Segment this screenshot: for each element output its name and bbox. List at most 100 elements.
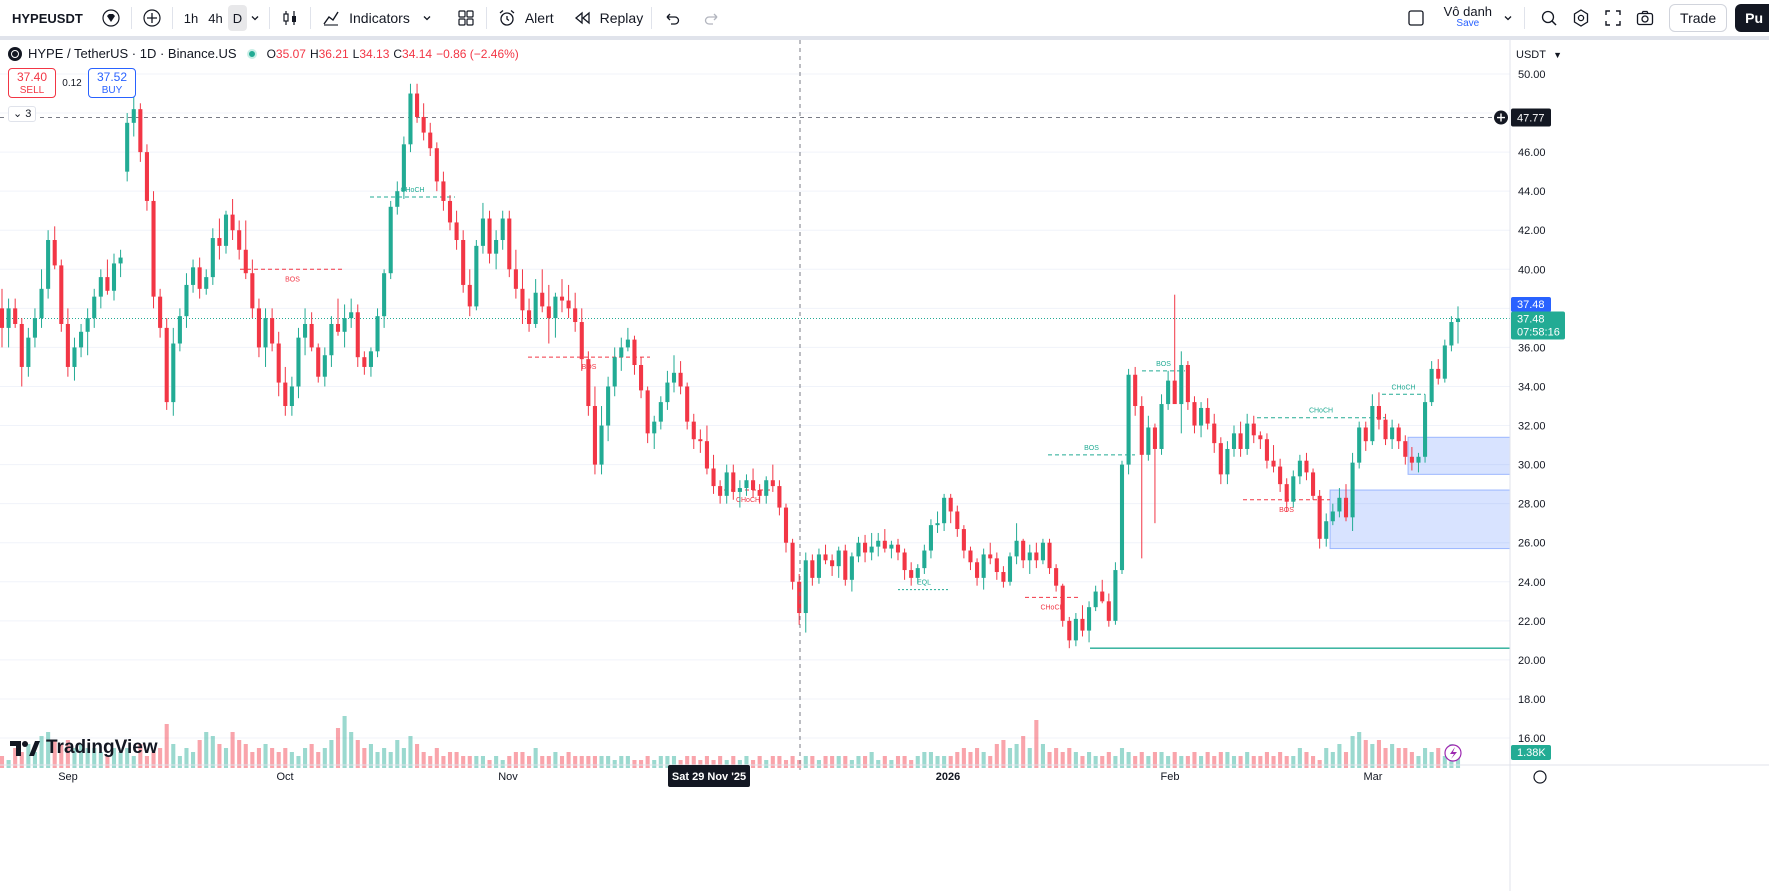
undo-button[interactable] [652, 0, 692, 36]
tradingview-logo: TradingView [10, 737, 158, 759]
settings-icon[interactable] [1569, 6, 1593, 30]
chevron-down-icon[interactable] [247, 6, 263, 30]
camera-icon[interactable] [1633, 6, 1657, 30]
timeframe-d[interactable]: D [227, 5, 248, 31]
candle [1014, 540, 1019, 557]
chevron-down-icon[interactable] [416, 6, 438, 30]
chart-type-button[interactable] [270, 0, 310, 36]
volume-bar [1225, 752, 1230, 768]
volume-bar [1014, 744, 1019, 768]
layout-save[interactable]: Vô danh Save [1436, 5, 1500, 30]
volume-bar [895, 756, 901, 768]
candle [935, 523, 940, 526]
volume-bar [19, 752, 24, 768]
volume-bar [118, 752, 123, 768]
redo-icon [700, 6, 724, 30]
publish-button[interactable]: Pu [1735, 4, 1769, 32]
candle [1297, 460, 1302, 477]
volume-bar [39, 736, 44, 768]
volume-bars [0, 716, 1461, 768]
volume-bar [1403, 748, 1408, 768]
candle [988, 554, 993, 559]
trade-button[interactable]: Trade [1669, 4, 1728, 32]
timeframe-4h[interactable]: 4h [208, 10, 223, 26]
candle [263, 318, 268, 348]
layouts-button[interactable] [446, 0, 486, 36]
candle [1396, 427, 1401, 442]
price-tick-label: 22.00 [1518, 616, 1546, 628]
favorite-button[interactable] [91, 0, 131, 36]
divider [310, 7, 312, 29]
volume-bar [158, 748, 163, 768]
chevron-down-icon[interactable] [1500, 6, 1516, 30]
price-tick-label: 20.00 [1518, 655, 1546, 667]
candle [909, 570, 914, 578]
candle [217, 238, 222, 246]
checkbox-icon[interactable] [1404, 6, 1428, 30]
symbol-search[interactable]: HYPEUSDT [0, 0, 91, 36]
candle [882, 540, 887, 549]
volume-bar [316, 752, 321, 768]
volume-bar [111, 748, 117, 768]
grid-icon [454, 6, 478, 30]
crosshair-time-label: Sat 29 Nov '25 [672, 771, 746, 783]
volume-bar [685, 756, 690, 768]
price-chart[interactable]: BOSCHoCHBOSCHoCHEQLCHoCHBOSBOSCHoCHBOSCH… [0, 40, 1769, 891]
candle [1007, 556, 1013, 582]
volume-bar [527, 756, 532, 768]
volume-bar [533, 748, 538, 768]
rewind-icon [570, 6, 594, 30]
indicators-label: Indicators [349, 10, 410, 26]
volume-bar [362, 748, 367, 768]
indicator-collapse-button[interactable]: ⌄ 3 [8, 106, 37, 122]
volume-bar [494, 756, 499, 768]
candle [559, 296, 565, 301]
candle [586, 359, 591, 407]
candle [223, 214, 229, 246]
candle [388, 206, 393, 274]
indicator-count: 3 [25, 108, 32, 120]
candle [1054, 568, 1059, 586]
volume-bar [79, 744, 84, 768]
volume-bar [1363, 740, 1368, 768]
sell-button[interactable]: 37.40 SELL [8, 68, 56, 98]
candle [1087, 607, 1092, 631]
volume-bar [889, 760, 894, 768]
quick-search-icon[interactable] [1537, 6, 1561, 30]
redo-button[interactable] [692, 0, 732, 36]
volume-bar [942, 756, 947, 768]
alert-button[interactable]: Alert [487, 0, 562, 36]
divider [651, 7, 653, 29]
volume-bar [718, 756, 723, 768]
candle [39, 288, 44, 319]
volume-bar [474, 756, 479, 768]
price-tick-label: 30.00 [1518, 460, 1546, 472]
candle [994, 558, 999, 573]
candle [474, 245, 479, 307]
volume-bar [92, 748, 97, 768]
compare-button[interactable] [132, 0, 172, 36]
buy-button[interactable]: 37.52 BUY [88, 68, 136, 98]
volume-bar [368, 744, 373, 768]
volume-bar [342, 716, 347, 768]
fullscreen-icon[interactable] [1601, 6, 1625, 30]
volume-bar [830, 756, 835, 768]
price-tick-label: 40.00 [1518, 264, 1546, 276]
volume-bar [1040, 744, 1045, 768]
replay-label: Replay [599, 10, 644, 26]
volume-bar [480, 756, 485, 768]
candle [691, 421, 696, 440]
indicators-button[interactable]: Indicators [311, 0, 446, 36]
volume-bar [276, 752, 281, 768]
volume-bar [349, 732, 354, 768]
candle [1383, 419, 1388, 440]
volume-bar [1324, 748, 1329, 768]
volume-bar [1271, 756, 1276, 768]
replay-button[interactable]: Replay [562, 0, 652, 36]
volume-bar [652, 760, 657, 768]
volume-bar [1212, 756, 1217, 768]
currency-select[interactable]: USDT ▼ [1512, 44, 1566, 66]
time-tick-label: Nov [498, 771, 518, 783]
volume-bar [783, 760, 789, 768]
timeframe-1h[interactable]: 1h [183, 10, 199, 26]
